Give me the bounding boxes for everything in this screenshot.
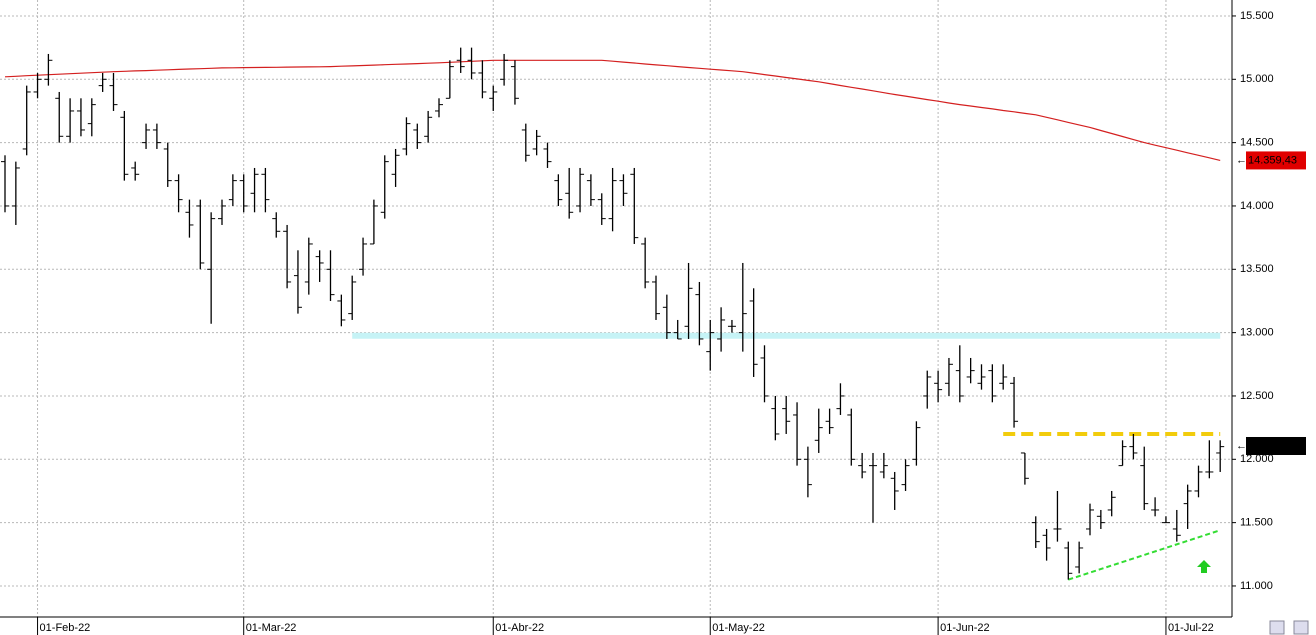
y-tick-label: 11.500 — [1240, 517, 1273, 529]
up-arrow — [1197, 560, 1211, 573]
x-tick-label: 01-Feb-22 — [40, 622, 91, 634]
price-marker — [1246, 151, 1306, 170]
y-tick-label: 11.000 — [1240, 580, 1273, 592]
y-tick-label: 14.000 — [1240, 200, 1274, 212]
grid — [0, 0, 1232, 617]
y-tick-label: 13.500 — [1240, 263, 1274, 275]
y-tick-label: 15.500 — [1240, 10, 1274, 22]
trendline — [1067, 529, 1221, 581]
tool-icon[interactable] — [1269, 620, 1285, 635]
y-tick-label: 13.000 — [1240, 327, 1274, 339]
x-tick-label: 01-Jun-22 — [940, 622, 990, 634]
y-tick-label: 12.500 — [1240, 390, 1274, 402]
y-tick-label: 15.000 — [1240, 73, 1274, 85]
x-tick-label: 01-Jul-22 — [1168, 622, 1214, 634]
price-marker — [1246, 436, 1306, 455]
x-tick-label: 01-Mar-22 — [246, 622, 297, 634]
x-tick-label: 01-Abr-22 — [495, 622, 544, 634]
x-tick-label: 01-May-22 — [712, 622, 765, 634]
moving-average — [4, 59, 1221, 161]
price-marker-label: 14.359,43 — [1248, 154, 1297, 166]
marker-arrow: ← — [1236, 440, 1247, 452]
plot — [1, 47, 1225, 581]
y-tick-label: 14.500 — [1240, 137, 1274, 149]
save-icon[interactable] — [1293, 620, 1309, 635]
y-tick-label: 12.000 — [1240, 453, 1274, 465]
marker-arrow: ← — [1236, 154, 1247, 166]
